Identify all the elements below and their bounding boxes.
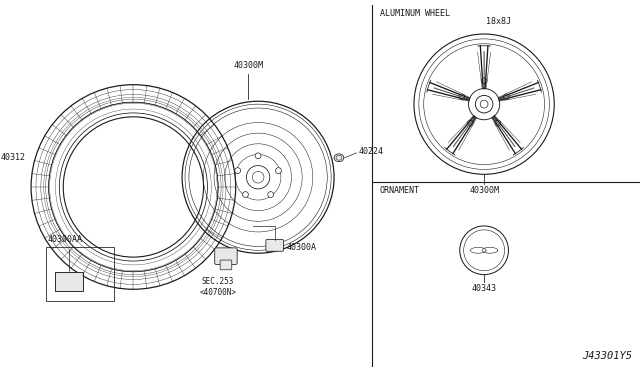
Circle shape: [480, 100, 488, 108]
Text: 40300M: 40300M: [234, 61, 263, 70]
Circle shape: [495, 120, 500, 126]
Text: 40224: 40224: [358, 147, 383, 156]
Text: 40343: 40343: [472, 285, 497, 294]
Text: SEC.253
<40700N>: SEC.253 <40700N>: [200, 277, 237, 297]
Text: J43301Y5: J43301Y5: [582, 352, 632, 361]
Text: 40300M: 40300M: [469, 186, 499, 195]
FancyBboxPatch shape: [215, 248, 237, 264]
Circle shape: [481, 78, 487, 84]
FancyBboxPatch shape: [266, 240, 284, 251]
Text: 40300A: 40300A: [286, 243, 316, 252]
Circle shape: [504, 94, 509, 100]
Text: ORNAMENT: ORNAMENT: [380, 186, 420, 195]
Bar: [45, 247, 114, 301]
Circle shape: [255, 153, 261, 159]
Ellipse shape: [334, 154, 344, 162]
Text: 40312: 40312: [0, 153, 25, 162]
Text: ALUMINUM WHEEL: ALUMINUM WHEEL: [380, 9, 450, 18]
Circle shape: [276, 168, 282, 173]
Text: 18x8J: 18x8J: [486, 17, 511, 26]
Circle shape: [459, 94, 465, 100]
FancyBboxPatch shape: [220, 260, 232, 270]
Circle shape: [243, 192, 248, 198]
Circle shape: [235, 168, 241, 173]
Text: 40300AA: 40300AA: [47, 235, 83, 244]
Circle shape: [467, 120, 474, 126]
Circle shape: [268, 192, 274, 198]
Bar: [56, 272, 83, 291]
